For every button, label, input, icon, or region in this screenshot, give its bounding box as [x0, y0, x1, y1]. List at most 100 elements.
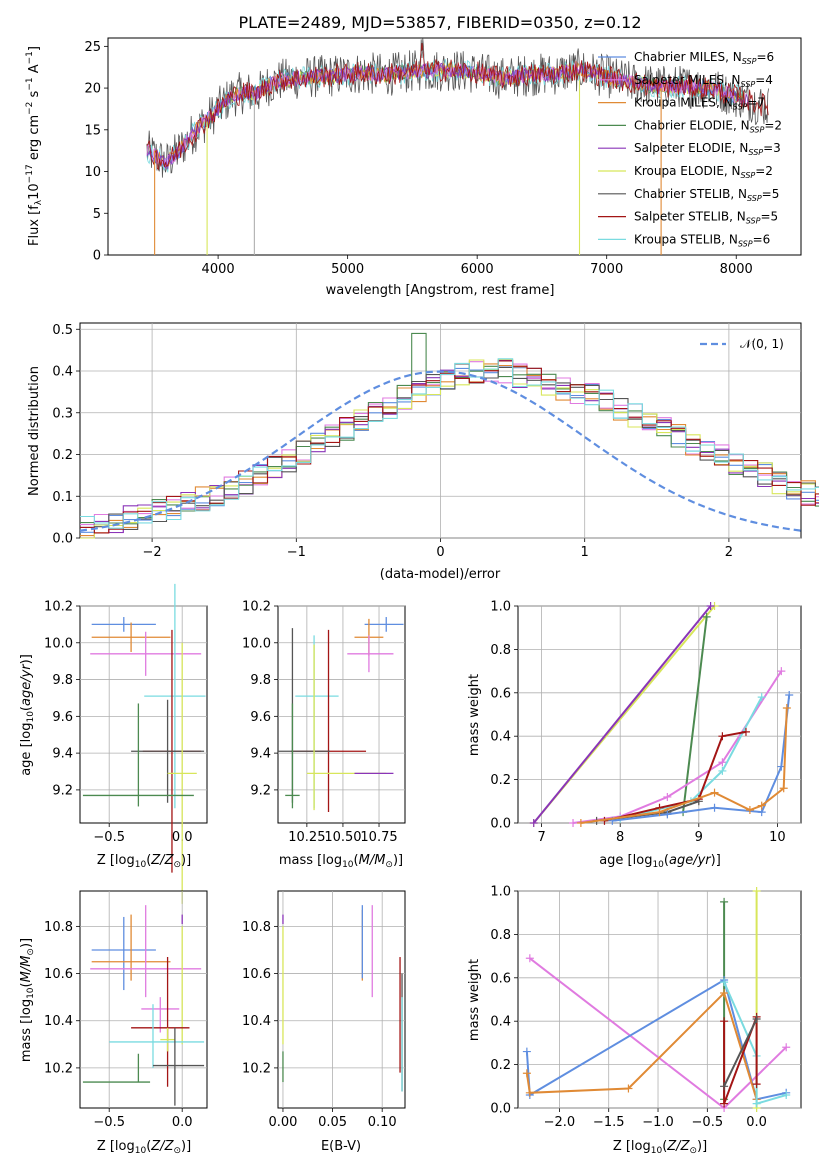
weight-marker	[522, 1069, 531, 1078]
figure-title: PLATE=2489, MJD=53857, FIBERID=0350, z=0…	[238, 13, 641, 32]
x-tick-label: −1.5	[593, 1115, 625, 1130]
weight-marker	[752, 1099, 761, 1108]
residuals-histograms	[80, 332, 819, 539]
weight-marker	[720, 978, 729, 987]
weight-vs-age-ylabel: mass weight	[467, 674, 482, 756]
y-tick-label: 10.0	[44, 636, 73, 651]
age-vs-mass-frame	[277, 605, 406, 824]
x-tick-label: −1	[287, 545, 306, 560]
x-tick-label: 0.00	[268, 1115, 297, 1130]
legend-label: Chabrier MILES, NSSP=6	[634, 50, 774, 66]
mass-vs-ebv-xlabel: E(B-V)	[321, 1139, 361, 1154]
y-tick-label: 10.4	[44, 1014, 73, 1029]
y-tick-label: 10	[84, 165, 101, 180]
x-tick-label: 10.25	[288, 830, 325, 845]
y-tick-label: 10.0	[242, 636, 271, 651]
spectrum-legend: Chabrier MILES, NSSP=6 Salpeter MILES, NS…	[598, 50, 782, 248]
residuals-ylabel: Normed distribution	[27, 366, 42, 496]
y-tick-label: 9.8	[52, 673, 73, 688]
weight-marker	[663, 792, 672, 801]
weight-marker	[718, 766, 727, 775]
y-tick-label: 0.0	[490, 1102, 511, 1117]
y-tick-label: 20	[84, 82, 101, 97]
mass-vs-ebv-panel: 0.00 0.05 0.10 10.2 10.4 10.6 10.8 E(B-V)	[242, 890, 406, 1154]
weight-marker	[702, 612, 711, 621]
legend-label: Kroupa ELODIE, NSSP=2	[634, 164, 773, 180]
weight-marker	[720, 1017, 729, 1026]
mass-vs-z-marks: −0.5 0.0 10.2 10.4 10.6 10.8	[44, 891, 207, 1130]
y-tick-label: 25	[84, 40, 101, 55]
x-tick-label: −2	[143, 545, 162, 560]
mass-vs-z-frame	[79, 890, 208, 1109]
weight-marker	[757, 801, 766, 810]
y-tick-label: 9.2	[52, 783, 73, 798]
x-tick-label: −0.5	[93, 830, 125, 845]
x-tick-label: 8	[616, 830, 624, 845]
legend-label: Kroupa MILES, NSSP=7	[634, 96, 765, 112]
weight-line	[525, 991, 758, 1100]
x-tick-label: 0.05	[318, 1115, 347, 1130]
y-tick-label: 0.5	[52, 323, 73, 338]
spectrum-ylabel: Flux [fλ10−17 erg cm−2 s−1 A−1]	[25, 46, 44, 246]
spectrum-frame	[107, 37, 802, 256]
y-tick-label: 1.0	[490, 600, 511, 615]
y-tick-label: 0.8	[490, 643, 511, 658]
y-tick-label: 1.0	[490, 885, 511, 900]
weight-marker	[663, 810, 672, 819]
spectrum-xlabel: wavelength [Angstrom, rest frame]	[326, 283, 555, 298]
y-tick-label: 9.4	[250, 747, 271, 762]
age-vs-z-frame	[79, 605, 208, 824]
x-tick-label: 0.0	[746, 1115, 767, 1130]
x-tick-label: 2	[725, 545, 733, 560]
histogram-series	[80, 363, 819, 530]
weight-marker	[576, 819, 585, 827]
residuals-grid: −2 −1 0 1 2 0.0 0.1 0.2 0.3 0.4 0.5	[52, 323, 801, 560]
weight-line	[532, 605, 712, 824]
weight-line	[723, 1018, 758, 1087]
x-tick-label: 7000	[590, 262, 623, 277]
y-tick-label: 10.4	[242, 1014, 271, 1029]
residuals-panel: −2 −1 0 1 2 0.0 0.1 0.2 0.3 0.4 0.5 𝒩(0, 1) (data-…	[27, 322, 819, 582]
weight-vs-age-panel: 7 8 9 10 0.0 0.2 0.4 0.6 0.8 1.0 age [log10(age/y…	[467, 600, 802, 870]
x-tick-label: 9	[695, 830, 703, 845]
y-tick-label: 0.0	[52, 532, 73, 547]
weight-marker	[782, 703, 791, 712]
weight-marker	[706, 602, 715, 610]
y-tick-label: 0.2	[490, 1058, 511, 1073]
weight-line	[619, 696, 763, 820]
legend-label: Salpeter STELIB, NSSP=5	[634, 210, 778, 226]
weight-marker	[777, 667, 786, 676]
y-tick-label: 10.6	[242, 967, 271, 982]
y-tick-label: 0.4	[490, 730, 511, 745]
x-tick-label: 5000	[331, 262, 364, 277]
weight-marker	[718, 732, 727, 741]
histogram-series	[80, 332, 819, 526]
weight-marker	[779, 784, 788, 793]
spectrum-panel: 4000 5000 6000 7000 8000 0 5 10 15 20 25 Chabrier …	[25, 37, 802, 298]
normal-curve	[79, 370, 802, 532]
y-tick-label: 0.6	[490, 686, 511, 701]
y-tick-label: 0.6	[490, 971, 511, 986]
y-tick-label: 0.4	[490, 1015, 511, 1030]
weight-marker	[782, 1090, 791, 1099]
x-tick-label: 0.10	[368, 1115, 397, 1130]
y-tick-label: 15	[84, 123, 101, 138]
weight-line	[723, 981, 787, 1106]
spectrum-line	[146, 43, 769, 171]
y-tick-label: 10.2	[44, 1061, 73, 1076]
weight-vs-age-marks: 7 8 9 10 0.0 0.2 0.4 0.6 0.8 1.0	[490, 600, 801, 845]
age-vs-z-panel: −0.5 0.09.29.49.69.810.010.2 Z [log10(Z/Z…	[19, 583, 208, 904]
mass-vs-z-xlabel: Z [log10(Z/Z⊙)]	[97, 1139, 191, 1156]
weight-marker	[720, 1082, 729, 1091]
y-tick-label: 0.4	[52, 365, 73, 380]
spectrum-line	[155, 61, 743, 168]
weight-marker	[782, 1043, 791, 1052]
legend-label: Kroupa STELIB, NSSP=6	[634, 232, 770, 248]
weight-marker	[522, 1047, 531, 1056]
legend-label: Chabrier ELODIE, NSSP=2	[634, 118, 782, 134]
weight-marker	[569, 819, 578, 827]
weight-marker	[720, 1099, 729, 1108]
weight-marker	[752, 1080, 761, 1089]
